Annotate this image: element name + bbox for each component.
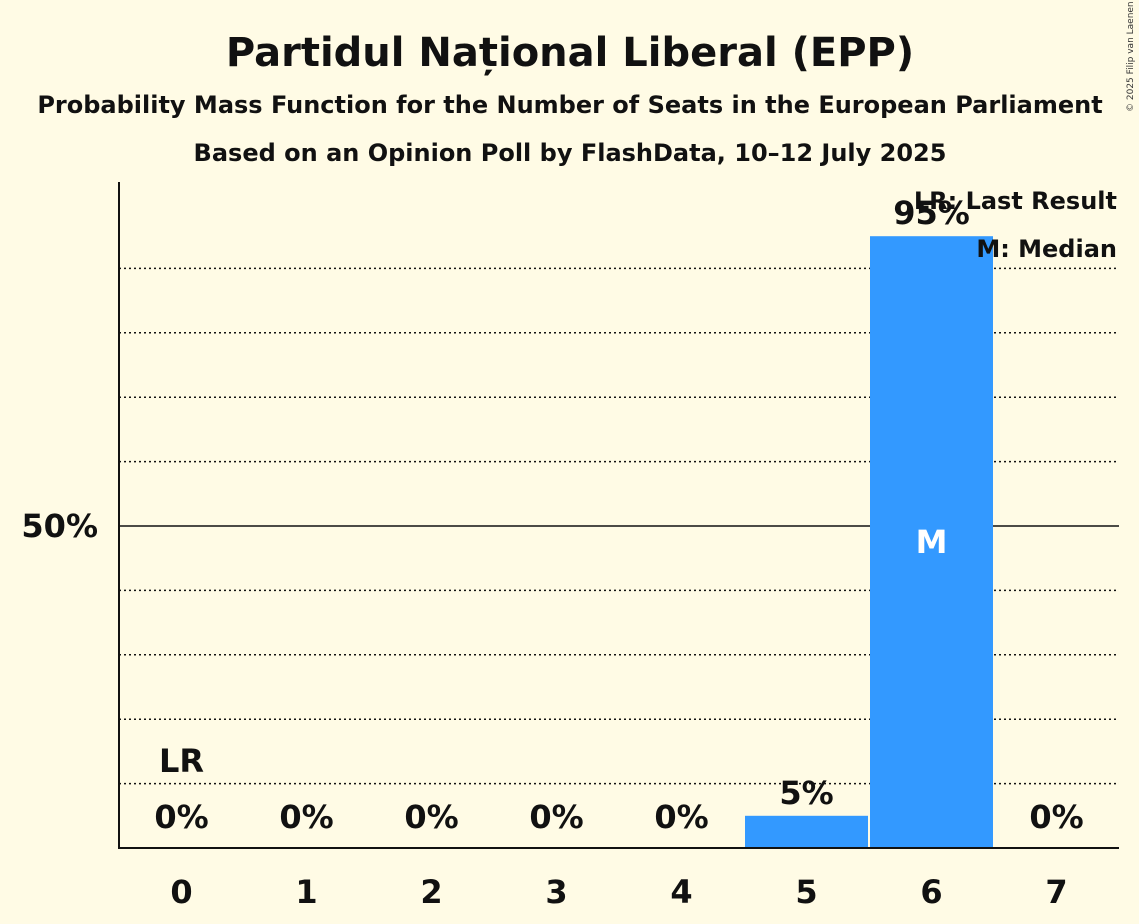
legend-last-result: LR: Last Result xyxy=(914,187,1117,215)
chart-source: Based on an Opinion Poll by FlashData, 1… xyxy=(194,139,947,167)
x-tick-label: 1 xyxy=(295,873,317,911)
x-tick-label: 3 xyxy=(545,873,567,911)
x-tick-labels: 0 1 2 3 4 5 6 7 xyxy=(170,873,1067,911)
x-tick-label: 5 xyxy=(795,873,817,911)
bar xyxy=(870,236,993,848)
y-tick-labels: 50% xyxy=(21,507,98,545)
data-label: 0% xyxy=(1029,798,1083,836)
data-label: 0% xyxy=(404,798,458,836)
copyright-notice: © 2025 Filip van Laenen xyxy=(1126,1,1136,112)
last-result-mark: LR xyxy=(159,742,204,780)
x-tick-label: 0 xyxy=(170,873,192,911)
median-mark: M xyxy=(916,523,948,561)
data-label: 5% xyxy=(779,774,833,812)
y-tick-label: 50% xyxy=(21,507,98,545)
data-label: 0% xyxy=(279,798,333,836)
bars xyxy=(745,236,993,848)
data-label: 0% xyxy=(154,798,208,836)
x-tick-label: 4 xyxy=(670,873,692,911)
chart-title: Partidul Național Liberal (EPP) xyxy=(226,30,914,76)
x-tick-label: 7 xyxy=(1045,873,1067,911)
data-label: 95% xyxy=(893,194,970,232)
bar xyxy=(745,815,868,848)
chart-subtitle: Probability Mass Function for the Number… xyxy=(37,91,1102,119)
marks: LR M xyxy=(159,523,947,780)
legend-median: M: Median xyxy=(976,235,1117,263)
x-tick-label: 2 xyxy=(420,873,442,911)
data-label: 0% xyxy=(529,798,583,836)
data-label: 0% xyxy=(654,798,708,836)
x-tick-label: 6 xyxy=(920,873,942,911)
data-labels: 0% 0% 0% 0% 0% 5% 95% 0% xyxy=(154,194,1083,836)
